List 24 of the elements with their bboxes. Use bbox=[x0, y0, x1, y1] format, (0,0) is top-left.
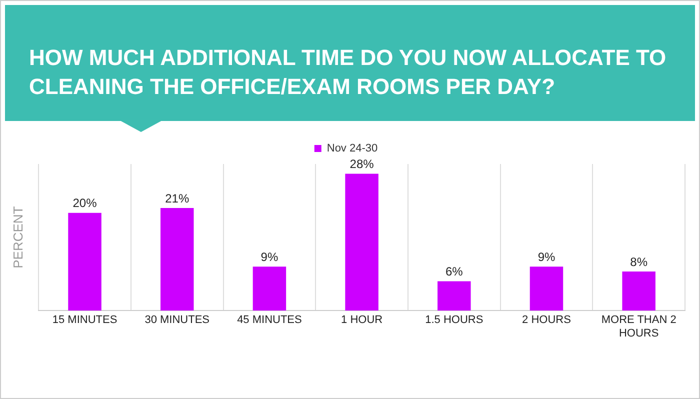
chart-title: HOW MUCH ADDITIONAL TIME DO YOU NOW ALLOCATE TO CLEANING THE OFFICE/EXAM ROOMS PER DAY? bbox=[29, 44, 668, 101]
bar bbox=[530, 266, 564, 311]
x-tick-label: 1 HOUR bbox=[341, 314, 383, 326]
data-label: 20% bbox=[72, 196, 98, 210]
x-tick-label: 1.5 HOURS bbox=[425, 314, 484, 326]
bar bbox=[438, 281, 471, 311]
x-tick-label: MORE THAN 2 HOURS bbox=[601, 314, 676, 340]
bar bbox=[252, 266, 286, 311]
y-axis-title: PERCENT bbox=[10, 206, 26, 268]
bar bbox=[345, 174, 378, 311]
bar bbox=[160, 208, 194, 311]
bar bbox=[68, 212, 102, 311]
bar bbox=[622, 272, 656, 311]
x-tick-label: 30 MINUTES bbox=[144, 314, 210, 326]
data-label: 9% bbox=[538, 250, 556, 264]
x-tick-label: 15 MINUTES bbox=[52, 314, 118, 326]
data-label: 21% bbox=[165, 191, 190, 206]
legend-label: Nov 24-30 bbox=[326, 142, 378, 155]
data-label: 28% bbox=[350, 157, 374, 172]
data-label: 8% bbox=[630, 254, 648, 269]
x-tick-label: 2 HOURS bbox=[522, 314, 571, 326]
x-tick-label: 45 MINUTES bbox=[237, 314, 302, 326]
data-label: 6% bbox=[445, 264, 464, 279]
data-label: 9% bbox=[260, 250, 278, 264]
